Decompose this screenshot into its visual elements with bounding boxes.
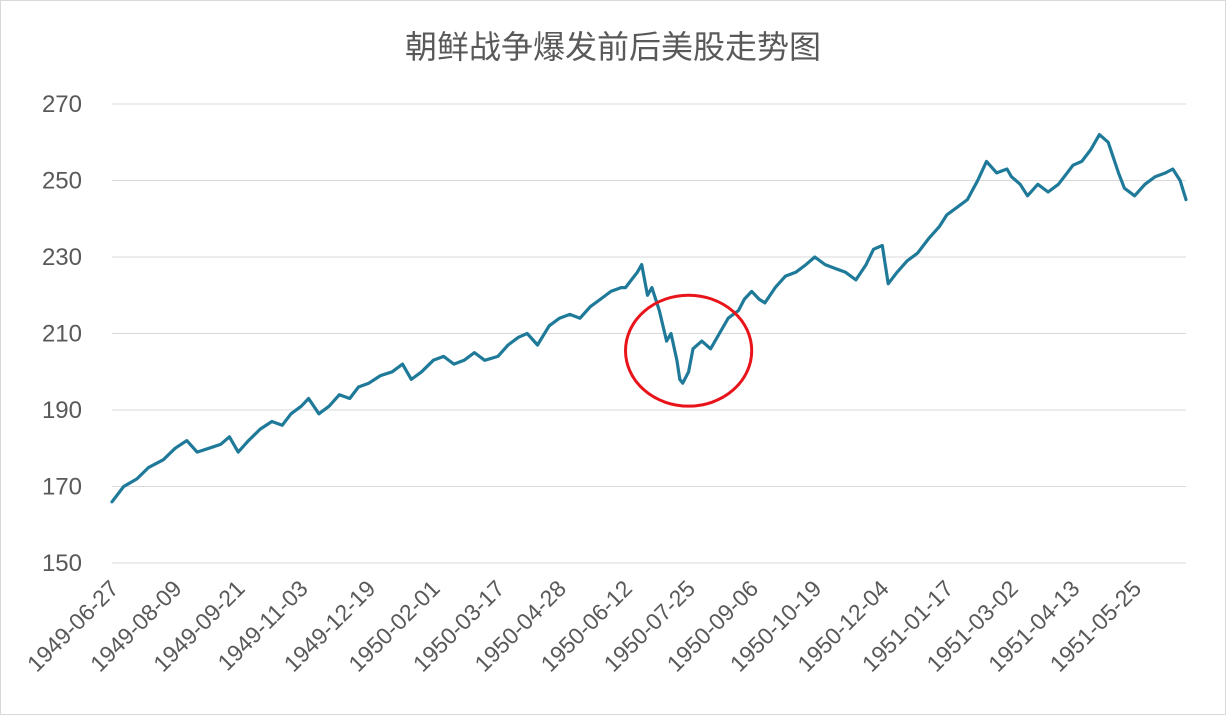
chart-title: 朝鲜战争爆发前后美股走势图	[404, 28, 821, 66]
y-tick-label: 230	[42, 244, 82, 271]
y-tick-label: 150	[42, 550, 82, 577]
y-tick-label: 210	[42, 321, 82, 348]
series-line	[110, 133, 1188, 504]
x-axis: 1949-06-271949-08-091949-09-211949-11-03…	[22, 575, 1146, 677]
highlight-ellipse	[624, 293, 754, 408]
y-axis: 150 170 190 210 230 250 270	[42, 91, 82, 577]
annotation-group	[624, 293, 754, 408]
series-group	[110, 133, 1188, 504]
y-tick-label: 270	[42, 91, 82, 118]
y-tick-label: 250	[42, 168, 82, 195]
y-tick-label: 190	[42, 397, 82, 424]
y-tick-label: 170	[42, 474, 82, 501]
gridlines	[112, 103, 1186, 564]
